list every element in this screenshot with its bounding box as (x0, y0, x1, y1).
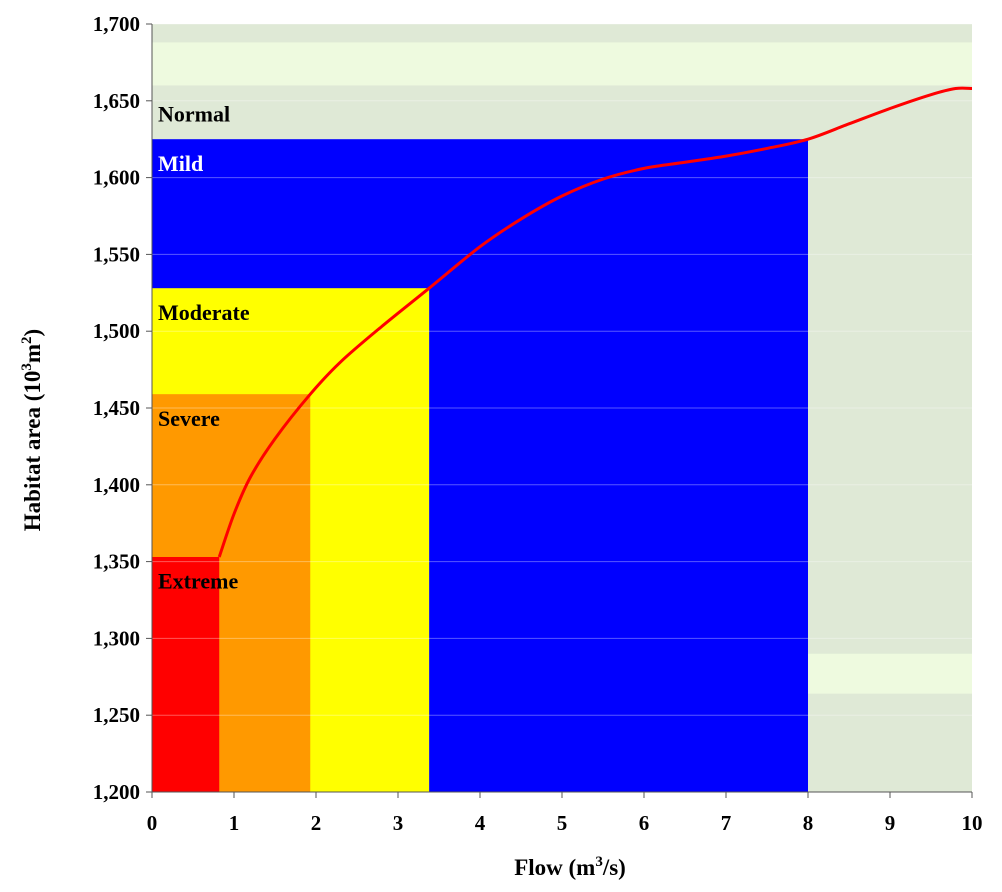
y-tick-label: 1,650 (93, 89, 140, 113)
zone-extreme (152, 556, 220, 792)
x-tick-label: 2 (311, 811, 322, 835)
y-tick-label: 1,300 (93, 626, 140, 650)
y-tick-label: 1,250 (93, 703, 140, 727)
habitat-curve-line (217, 86, 973, 558)
drought-zones (152, 139, 808, 792)
y-tick-label: 1,200 (93, 780, 140, 804)
y-tick-label: 1,700 (93, 12, 140, 36)
y-tick-label: 1,350 (93, 550, 140, 574)
zone-label-moderate: Moderate (158, 300, 250, 325)
x-tick-label: 6 (639, 811, 650, 835)
x-tick-label: 10 (962, 811, 983, 835)
y-tick-labels: 1,200 1,250 1,300 1,350 1,400 1,450 1,500 1,550… (93, 12, 140, 804)
habitat-curve (217, 86, 973, 558)
zone-labels: Normal Mild Moderate Severe Extreme (158, 102, 250, 594)
gridlines (152, 23, 972, 716)
y-tick-label: 1,450 (93, 396, 140, 420)
y-tick-label: 1,400 (93, 473, 140, 497)
y-tick-label: 1,550 (93, 242, 140, 266)
x-tick-label: 5 (557, 811, 568, 835)
y-axis-title: Habitat area (103m2) (19, 329, 45, 531)
x-tick-label: 4 (475, 811, 486, 835)
x-tick-label: 8 (803, 811, 814, 835)
axes (146, 23, 973, 798)
x-tick-label: 0 (147, 811, 158, 835)
zone-label-extreme: Extreme (158, 569, 238, 594)
zone-label-normal: Normal (158, 102, 230, 127)
x-tick-label: 7 (721, 811, 732, 835)
x-tick-label: 1 (229, 811, 240, 835)
y-tick-label: 1,500 (93, 319, 140, 343)
x-tick-label: 9 (885, 811, 896, 835)
x-tick-labels: 0 1 2 3 4 5 6 7 8 9 10 (147, 811, 983, 835)
highlight-band (152, 42, 972, 86)
zone-label-mild: Mild (158, 151, 203, 176)
y-tick-label: 1,600 (93, 166, 140, 190)
x-tick-label: 3 (393, 811, 404, 835)
zone-label-severe: Severe (158, 406, 220, 431)
x-axis-title: Flow (m3/s) (514, 854, 626, 880)
